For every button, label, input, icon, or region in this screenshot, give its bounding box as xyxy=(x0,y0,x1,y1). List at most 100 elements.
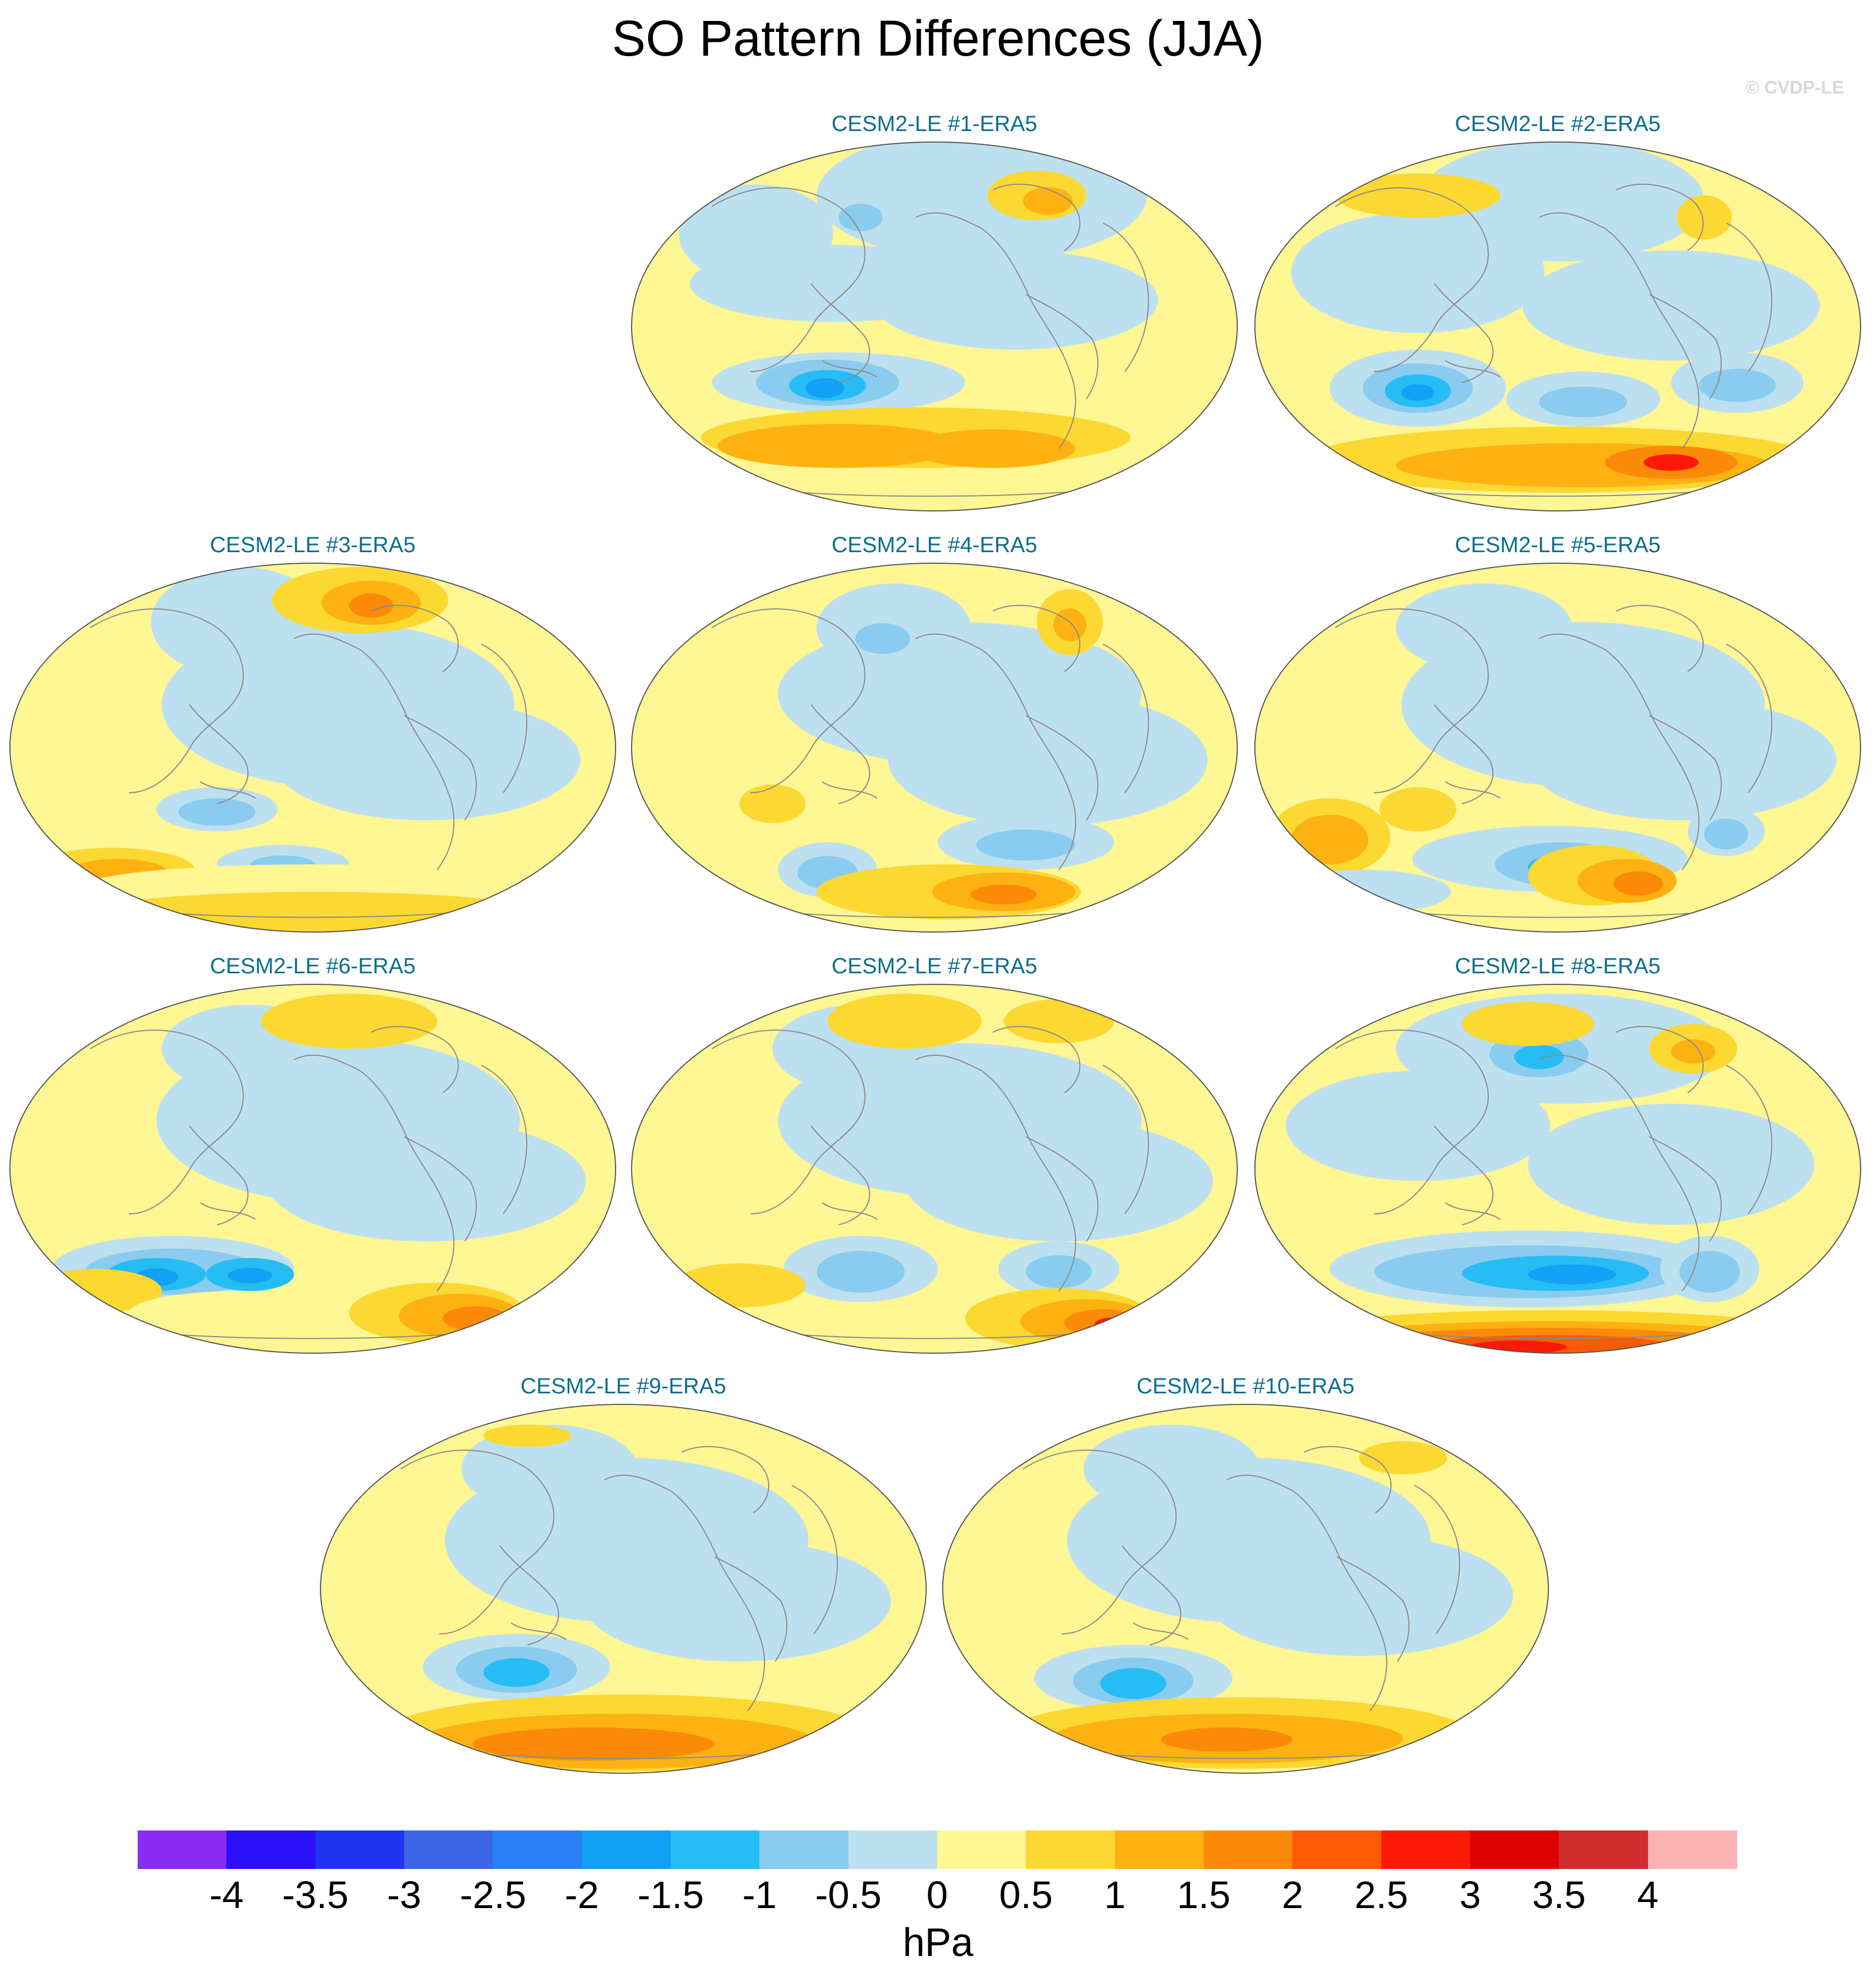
contour-region xyxy=(1291,815,1368,864)
contour-region xyxy=(1528,1265,1616,1284)
map-plot xyxy=(320,1404,927,1774)
contour-region xyxy=(839,204,883,231)
map-plot xyxy=(942,1404,1549,1774)
colorbar-tick-label: 3.5 xyxy=(1532,1873,1586,1916)
colorbar-units: hPa xyxy=(902,1921,974,1965)
coastline xyxy=(1335,187,1489,372)
contour-region xyxy=(888,694,1208,826)
panel-title: CESM2-LE #1-ERA5 xyxy=(831,112,1037,136)
map-panel-4: CESM2-LE #4-ERA5 xyxy=(629,528,1239,934)
map-outline xyxy=(1254,984,1861,1354)
contour-region xyxy=(267,1120,586,1241)
contour-region xyxy=(349,593,393,618)
colorbar-tick-label: -1.5 xyxy=(637,1873,704,1916)
colorbar-box xyxy=(937,1830,1026,1869)
contour-region xyxy=(971,885,1037,904)
coastline xyxy=(822,781,878,799)
contour-region xyxy=(910,429,1075,468)
coastline xyxy=(371,604,459,672)
coastline xyxy=(1538,633,1700,870)
contour-region xyxy=(129,1291,349,1335)
coastline xyxy=(371,1026,459,1093)
colorbar-box xyxy=(493,1830,583,1869)
contour-region xyxy=(178,798,255,826)
coastline xyxy=(481,644,528,793)
map-outline xyxy=(9,563,616,933)
panel-title: CESM2-LE #8-ERA5 xyxy=(1455,954,1661,978)
watermark: © CVDP-LE xyxy=(1746,77,1844,97)
map-panel-6: CESM2-LE #6-ERA5 xyxy=(8,950,618,1355)
contour-region xyxy=(1528,1104,1814,1225)
contour-region xyxy=(828,994,982,1049)
coastline xyxy=(200,1202,256,1220)
coastline xyxy=(822,1202,878,1220)
panel-title: CESM2-LE #2-ERA5 xyxy=(1455,112,1661,136)
contour-region xyxy=(1396,584,1572,672)
colorbar-box xyxy=(1114,1830,1204,1869)
coastline xyxy=(1616,1026,1704,1093)
contour-region xyxy=(1291,212,1545,333)
colorbar-box xyxy=(1204,1830,1293,1869)
coastline xyxy=(1102,1065,1149,1214)
colorbar-box xyxy=(1381,1830,1471,1869)
colorbar-box xyxy=(759,1830,849,1869)
contour-region xyxy=(679,184,833,284)
coastline xyxy=(811,1125,871,1225)
map-plot xyxy=(9,563,616,933)
coastline xyxy=(822,360,878,378)
coastline xyxy=(811,704,871,804)
coastline xyxy=(1726,1065,1772,1214)
coastline xyxy=(714,1556,787,1662)
map-outline xyxy=(9,984,616,1354)
contour-region xyxy=(272,699,580,820)
coastline xyxy=(293,633,455,870)
colorbar-box xyxy=(1470,1830,1559,1869)
contour-region xyxy=(717,424,960,468)
colorbar-tick-label: 4 xyxy=(1637,1873,1659,1916)
contour-region xyxy=(1053,608,1086,641)
colorbar-box xyxy=(1559,1830,1649,1869)
coastline xyxy=(604,1474,765,1712)
contour-region xyxy=(483,1425,572,1447)
map-panel-10: CESM2-LE #10-ERA5 xyxy=(940,1370,1551,1775)
colorbar-tick-label: -0.5 xyxy=(815,1873,882,1916)
colorbar-tick-label: -2 xyxy=(564,1873,599,1916)
coastline xyxy=(1434,283,1494,383)
contour-region xyxy=(673,1263,806,1307)
map-outline xyxy=(942,1404,1549,1774)
colorbar-box xyxy=(581,1830,671,1869)
panel-title: CESM2-LE #4-ERA5 xyxy=(831,533,1037,557)
contour-region xyxy=(583,1540,891,1661)
coastline xyxy=(1413,1485,1460,1634)
contour-region xyxy=(1528,699,1836,820)
coastline xyxy=(189,704,249,804)
colorbar-box xyxy=(1292,1830,1382,1869)
coastline xyxy=(1445,781,1501,799)
colorbar-tick-label: -3.5 xyxy=(282,1873,349,1916)
contour-region xyxy=(1462,1002,1594,1046)
coastline xyxy=(915,1054,1076,1292)
colorbar-tick-label: 1 xyxy=(1104,1873,1126,1916)
coastline xyxy=(1102,644,1149,793)
coastline xyxy=(1445,360,1501,378)
contour-region xyxy=(472,1728,715,1761)
colorbar-labels: -4 -3.5 -3 -2.5 -2 -1.5 -1 -0.5 0 0.5 1 1.5 2 2.5 3 3.5… xyxy=(138,1872,1737,1927)
contour-region xyxy=(1023,187,1073,215)
colorbar-box xyxy=(848,1830,938,1869)
coastline xyxy=(992,183,1080,251)
panel-title: CESM2-LE #6-ERA5 xyxy=(210,954,416,978)
colorbar-box xyxy=(315,1830,405,1869)
coastline xyxy=(293,1054,455,1292)
contour-region xyxy=(1359,1441,1447,1474)
coastline xyxy=(1336,1556,1410,1662)
colorbar-tick-label: 0 xyxy=(926,1873,948,1916)
map-plot xyxy=(631,141,1238,511)
map-panel-7: CESM2-LE #7-ERA5 xyxy=(629,950,1239,1355)
contour-region xyxy=(1679,1251,1740,1293)
coastline xyxy=(1025,715,1099,821)
colorbar-box xyxy=(1647,1830,1737,1869)
coastline xyxy=(681,1446,769,1513)
coastline xyxy=(1023,1450,1177,1634)
contour-region xyxy=(1704,819,1748,849)
contour-region xyxy=(1514,1045,1564,1069)
